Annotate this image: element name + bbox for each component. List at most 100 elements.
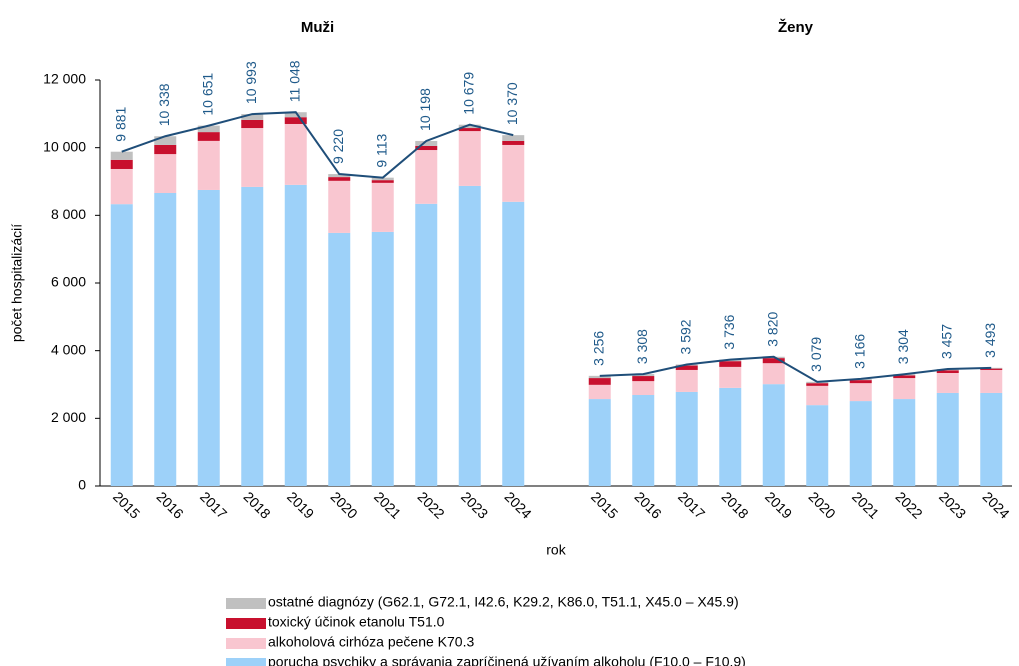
value-label: 11 048	[286, 60, 302, 102]
legend-label: porucha psychiky a správania zapríčinená…	[268, 654, 746, 666]
bar-segment	[502, 201, 525, 487]
value-label: 10 651	[199, 73, 215, 116]
bar-segment	[806, 383, 829, 386]
bar-segment	[806, 405, 829, 486]
bar-segment	[110, 159, 133, 169]
value-label: 3 457	[938, 324, 954, 359]
bar-segment	[458, 128, 481, 132]
x-tick-label: 2018	[718, 488, 751, 521]
bar-segment	[936, 370, 959, 373]
bar-segment	[502, 144, 525, 202]
bar-segment	[849, 383, 872, 402]
bar-segment	[893, 378, 916, 400]
bar-segment	[415, 145, 438, 151]
value-label: 3 079	[808, 337, 824, 372]
x-tick-label: 2019	[284, 488, 317, 521]
legend-swatch	[226, 598, 266, 609]
bar-segment	[632, 381, 655, 395]
bar-segment	[762, 363, 785, 385]
bar-segment	[893, 399, 916, 486]
value-label: 3 820	[764, 312, 780, 347]
panel-title: Ženy	[778, 18, 814, 36]
legend-swatch	[226, 658, 266, 666]
value-label: 3 736	[721, 314, 737, 349]
bar-segment	[588, 378, 611, 385]
bar-segment	[241, 114, 264, 120]
value-label: 3 256	[590, 331, 606, 366]
bar-segment	[502, 140, 525, 145]
bar-segment	[849, 401, 872, 486]
bar-segment	[197, 140, 220, 190]
x-tick-label: 2015	[588, 488, 621, 521]
bar-segment	[936, 392, 959, 486]
bar-segment	[154, 144, 177, 155]
x-tick-label: 2021	[371, 488, 404, 521]
bar-segment	[458, 131, 481, 186]
x-tick-label: 2024	[501, 488, 534, 521]
bar-segment	[719, 387, 742, 486]
y-tick-label: 12 000	[43, 71, 86, 87]
value-label: 9 881	[112, 106, 128, 141]
x-tick-label: 2015	[110, 488, 143, 521]
bar-segment	[719, 361, 742, 367]
bar-segment	[980, 368, 1003, 370]
value-label: 9 220	[330, 129, 346, 164]
x-tick-label: 2024	[979, 488, 1012, 521]
bar-segment	[328, 180, 351, 233]
bar-segment	[675, 365, 698, 370]
legend-label: alkoholová cirhóza pečene K70.3	[268, 634, 474, 650]
x-tick-label: 2022	[892, 488, 925, 521]
x-tick-label: 2018	[240, 488, 273, 521]
legend-swatch	[226, 638, 266, 649]
bar-segment	[284, 112, 307, 118]
bar-segment	[371, 177, 394, 181]
bar-segment	[328, 174, 351, 178]
value-label: 3 592	[677, 319, 693, 354]
bar-segment	[197, 189, 220, 487]
bar-segment	[762, 358, 785, 364]
value-label: 10 993	[243, 61, 259, 104]
y-tick-label: 2 000	[51, 409, 86, 425]
value-label: 10 679	[460, 72, 476, 115]
bar-segment	[371, 231, 394, 486]
bar-segment	[328, 177, 351, 181]
bar-segment	[371, 180, 394, 183]
legend-swatch	[226, 618, 266, 629]
total-line	[121, 111, 514, 179]
y-axis-label: počet hospitalizácií	[9, 224, 25, 342]
bar-segment	[632, 394, 655, 486]
value-label: 10 338	[156, 83, 172, 126]
bar-segment	[719, 366, 742, 388]
bar-segment	[675, 369, 698, 392]
bar-segment	[154, 136, 177, 145]
legend-label: toxický účinok etanolu T51.0	[268, 614, 445, 630]
y-tick-label: 8 000	[51, 206, 86, 222]
value-label: 3 304	[895, 329, 911, 364]
value-label: 3 166	[851, 334, 867, 369]
value-label: 10 370	[504, 82, 520, 125]
bar-segment	[980, 392, 1003, 486]
bar-segment	[588, 384, 611, 400]
x-tick-label: 2022	[414, 488, 447, 521]
x-tick-label: 2016	[631, 488, 664, 521]
bar-segment	[936, 372, 959, 393]
x-tick-label: 2020	[327, 488, 360, 521]
x-tick-label: 2019	[762, 488, 795, 521]
bar-segment	[415, 150, 438, 204]
panel-title: Muži	[301, 19, 334, 36]
y-tick-label: 4 000	[51, 341, 86, 357]
bar-segment	[241, 119, 264, 129]
bar-segment	[110, 204, 133, 486]
bar-segment	[110, 151, 133, 160]
bar-segment	[284, 184, 307, 486]
value-label: 3 493	[982, 323, 998, 358]
bar-segment	[284, 117, 307, 124]
bar-segment	[458, 185, 481, 487]
x-tick-label: 2017	[675, 488, 708, 521]
x-tick-label: 2023	[458, 488, 491, 521]
y-tick-label: 6 000	[51, 274, 86, 290]
bar-segment	[588, 375, 611, 379]
x-tick-label: 2021	[849, 488, 882, 521]
bar-segment	[849, 380, 872, 384]
bar-segment	[588, 399, 611, 486]
